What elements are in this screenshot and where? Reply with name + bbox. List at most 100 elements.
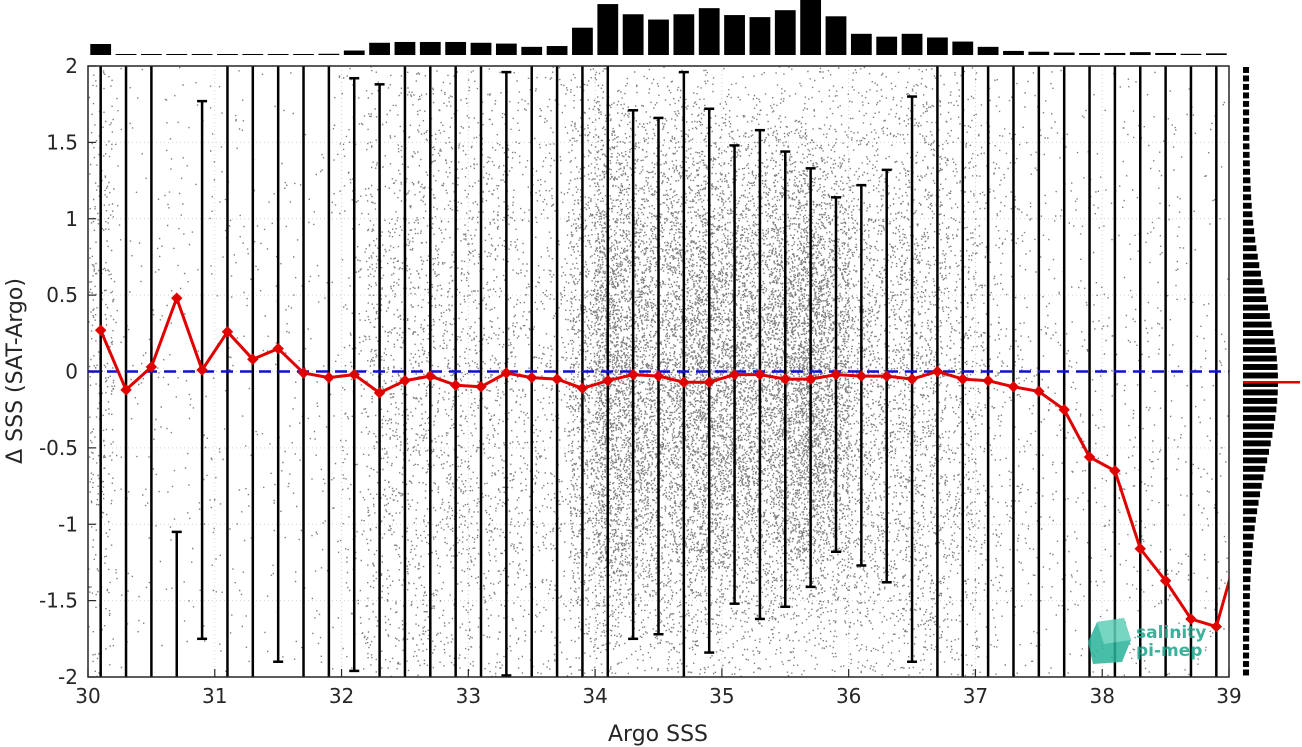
y-tick-label: -1.5 — [39, 589, 78, 613]
side-histogram-bar — [1243, 194, 1252, 201]
side-histogram-bar — [1243, 321, 1272, 328]
side-histogram-bar — [1243, 151, 1250, 158]
mean-point — [804, 373, 817, 385]
top-histogram-bar — [749, 17, 771, 55]
y-tick-label: -1 — [58, 512, 78, 536]
top-histogram-bar — [140, 54, 162, 55]
side-histogram-bar — [1243, 126, 1250, 133]
top-histogram-bar — [521, 46, 543, 55]
top-histogram-bar — [369, 42, 390, 55]
y-tick-label: -0.5 — [39, 436, 78, 460]
top-histogram-bar — [1028, 51, 1050, 55]
side-histogram-bar — [1243, 100, 1250, 107]
mean-point — [449, 379, 462, 391]
side-histogram-bar — [1243, 644, 1250, 650]
side-histogram-bar — [1243, 516, 1256, 523]
x-tick-label: 31 — [202, 684, 227, 708]
side-histogram-bar — [1243, 567, 1251, 574]
side-histogram-bar — [1243, 499, 1259, 506]
top-histogram-bar — [1180, 53, 1202, 55]
top-histogram-bar — [850, 33, 872, 55]
mean-point — [627, 368, 639, 381]
side-histogram-bar — [1243, 423, 1274, 430]
mean-point — [399, 374, 411, 387]
x-tick-label: 38 — [1089, 684, 1114, 708]
side-histogram-bar — [1243, 330, 1274, 337]
top-histogram-bar — [597, 4, 619, 55]
x-tick-label: 32 — [329, 684, 354, 708]
top-histogram-bar — [470, 42, 492, 55]
mean-bias-path — [99, 293, 1229, 629]
mean-point — [678, 376, 690, 388]
mean-point — [475, 381, 487, 393]
top-histogram-bar — [343, 50, 365, 55]
mean-point — [754, 368, 766, 381]
top-histogram-bar — [1205, 53, 1227, 55]
side-histogram-bar — [1243, 372, 1278, 379]
mean-point — [1185, 613, 1197, 625]
side-histogram-bar — [1243, 219, 1254, 226]
mean-point — [957, 373, 969, 385]
side-histogram-bar — [1243, 669, 1250, 676]
mean-point — [1007, 381, 1020, 393]
side-histogram-bar — [1243, 134, 1250, 141]
side-histogram-bar — [1243, 109, 1250, 116]
side-histogram-bar — [1243, 262, 1260, 269]
side-histogram-bar — [1243, 380, 1278, 387]
side-histogram-bar — [1243, 542, 1253, 549]
side-histogram-bar — [1243, 177, 1251, 184]
top-histogram-bar — [546, 46, 568, 55]
top-histogram-bar — [1079, 52, 1100, 55]
side-histogram-bar — [1243, 652, 1250, 659]
side-histogram-bar — [1243, 117, 1250, 124]
y-tick-label: 0.5 — [46, 283, 78, 307]
top-histogram-bar — [800, 0, 822, 55]
mean-point — [982, 374, 994, 387]
mean-point — [500, 367, 513, 379]
top-histogram-bar — [267, 54, 289, 55]
side-histogram — [1243, 67, 1300, 676]
mean-point — [576, 382, 589, 395]
side-histogram-bar — [1243, 389, 1278, 396]
top-histogram-bar — [977, 46, 999, 55]
side-histogram-bar — [1243, 508, 1258, 515]
top-histogram-bar — [1003, 50, 1024, 55]
side-histogram-bar — [1243, 287, 1265, 294]
mean-point — [526, 371, 538, 384]
mean-point — [602, 374, 614, 387]
y-axis-label: Δ SSS (SAT-Argo) — [3, 278, 28, 464]
side-histogram-bar — [1243, 67, 1250, 73]
side-histogram-bar — [1243, 236, 1256, 243]
side-histogram-bar — [1243, 92, 1250, 99]
mean-point — [1134, 542, 1146, 555]
mean-point — [728, 368, 741, 381]
top-histogram-bar — [876, 36, 898, 55]
mean-point — [120, 384, 132, 396]
side-histogram-bar — [1243, 202, 1252, 209]
y-tick-label: -2 — [58, 665, 78, 689]
side-histogram-bar — [1243, 576, 1251, 583]
side-histogram-bar — [1243, 83, 1250, 90]
top-histogram-bar — [318, 53, 340, 55]
y-tick-label: 2 — [65, 54, 78, 78]
top-histogram-bar — [901, 33, 923, 55]
side-histogram-bar — [1243, 601, 1250, 608]
top-histogram-bar — [419, 41, 441, 55]
side-histogram-bar — [1243, 75, 1250, 82]
top-histogram-bar — [293, 54, 314, 55]
mean-point — [779, 373, 791, 385]
mean-point — [906, 373, 918, 385]
side-histogram-bar — [1243, 618, 1250, 625]
top-histogram-bar — [1053, 52, 1075, 55]
mean-point — [1058, 403, 1070, 416]
mean-point — [1033, 385, 1045, 398]
side-histogram-bar — [1243, 465, 1266, 472]
mean-point — [931, 365, 944, 378]
side-histogram-bar — [1243, 160, 1250, 167]
mean-point — [830, 368, 842, 381]
top-histogram-bar — [952, 41, 974, 55]
side-histogram-bar — [1243, 245, 1257, 252]
side-histogram-bar — [1243, 533, 1254, 540]
top-histogram-bar — [572, 27, 593, 55]
top-histogram-bar — [191, 54, 213, 55]
